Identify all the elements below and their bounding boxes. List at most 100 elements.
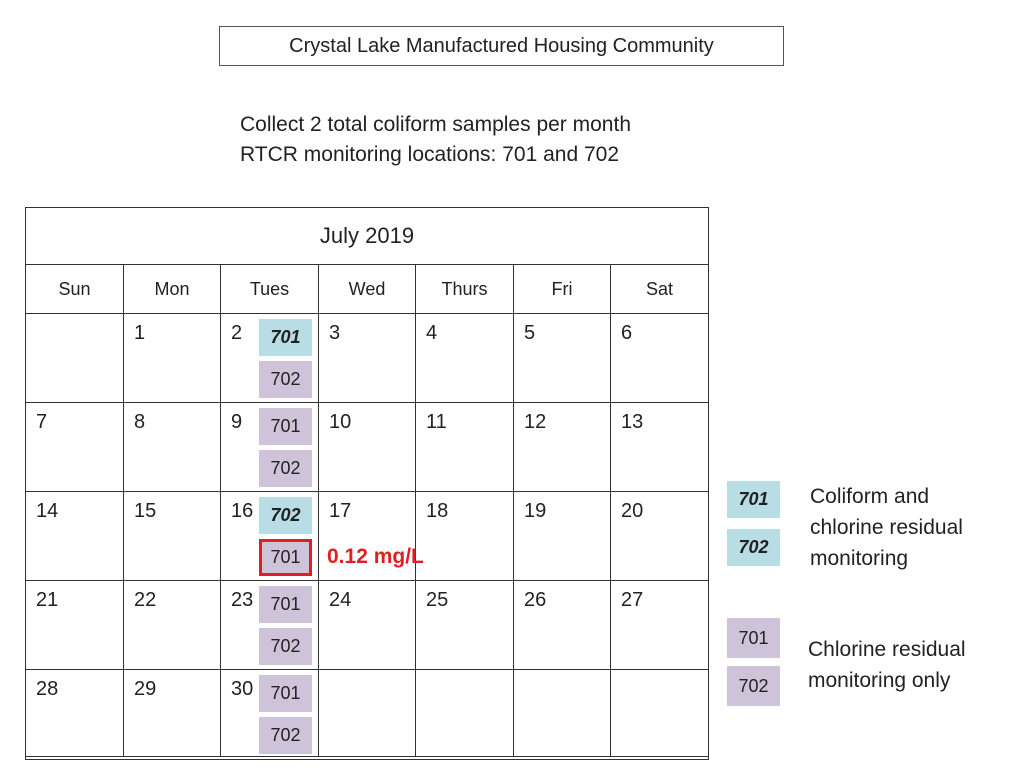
- sample-tag-701: 701: [259, 586, 312, 623]
- day-number: 16: [231, 500, 254, 522]
- sample-tag-701: 701: [259, 539, 312, 576]
- legend-coliform-line-3: monitoring: [810, 547, 909, 570]
- day-number: 6: [621, 322, 633, 344]
- day-cell[interactable]: 14: [26, 492, 124, 581]
- day-number: 2: [231, 322, 243, 344]
- day-number: 18: [426, 500, 449, 522]
- sample-tag-702: 702: [259, 361, 312, 398]
- day-number: 28: [36, 678, 59, 700]
- day-cell[interactable]: 1: [124, 314, 221, 403]
- day-number: 7: [36, 411, 48, 433]
- day-number: 19: [524, 500, 547, 522]
- day-number: 21: [36, 589, 59, 611]
- day-cell[interactable]: 25: [416, 581, 514, 670]
- page-title: Crystal Lake Manufactured Housing Commun…: [219, 26, 784, 66]
- legend-coliform-tag-702: 702: [727, 529, 780, 566]
- day-number: 22: [134, 589, 157, 611]
- day-cell[interactable]: 27: [611, 581, 709, 670]
- day-number: 3: [329, 322, 341, 344]
- legend-coliform-line-1: Coliform and: [810, 485, 930, 508]
- day-cell[interactable]: 5: [514, 314, 611, 403]
- day-number: 5: [524, 322, 536, 344]
- day-number: 9: [231, 411, 243, 433]
- day-cell[interactable]: 11: [416, 403, 514, 492]
- day-cell[interactable]: 10: [319, 403, 416, 492]
- day-number: 15: [134, 500, 157, 522]
- day-cell[interactable]: 13: [611, 403, 709, 492]
- day-number: 25: [426, 589, 449, 611]
- day-number: 27: [621, 589, 644, 611]
- sample-tag-702: 702: [259, 450, 312, 487]
- day-number: 13: [621, 411, 644, 433]
- sample-tag-702: 702: [259, 497, 312, 534]
- day-cell[interactable]: [26, 314, 124, 403]
- day-cell[interactable]: 23: [221, 581, 319, 670]
- day-cell[interactable]: [514, 670, 611, 757]
- info-line-1: Collect 2 total coliform samples per mon…: [240, 113, 631, 136]
- day-number: 4: [426, 322, 438, 344]
- day-cell[interactable]: 7: [26, 403, 124, 492]
- day-number: 26: [524, 589, 547, 611]
- day-number: 24: [329, 589, 352, 611]
- sample-tag-702: 702: [259, 628, 312, 665]
- day-cell[interactable]: 26: [514, 581, 611, 670]
- day-header: Sun: [26, 265, 124, 314]
- legend-chlorine-label: Chlorine residual monitoring only: [808, 634, 966, 696]
- legend-coliform-label: Coliform and chlorine residual monitorin…: [810, 481, 963, 574]
- day-cell[interactable]: 16: [221, 492, 319, 581]
- sample-tag-702: 702: [259, 717, 312, 754]
- day-cell[interactable]: 6: [611, 314, 709, 403]
- day-cell[interactable]: 9: [221, 403, 319, 492]
- day-cell[interactable]: 29: [124, 670, 221, 757]
- info-line-2: RTCR monitoring locations: 701 and 702: [240, 143, 619, 166]
- day-cell[interactable]: 28: [26, 670, 124, 757]
- day-cell[interactable]: 19: [514, 492, 611, 581]
- sample-tag-701: 701: [259, 675, 312, 712]
- day-cell[interactable]: 17: [319, 492, 416, 581]
- legend-chlorine-tag-702: 702: [727, 666, 780, 706]
- calendar: July 2019 Sun Mon Tues Wed Thurs Fri Sat 1 2 3 4 5 6…: [25, 207, 709, 760]
- day-cell[interactable]: [611, 670, 709, 757]
- day-cell[interactable]: 30: [221, 670, 319, 757]
- day-cell[interactable]: 4: [416, 314, 514, 403]
- day-cell[interactable]: 2: [221, 314, 319, 403]
- day-header: Thurs: [416, 265, 514, 314]
- day-number: 10: [329, 411, 352, 433]
- day-number: 8: [134, 411, 146, 433]
- day-cell[interactable]: 8: [124, 403, 221, 492]
- day-header: Sat: [611, 265, 709, 314]
- day-number: 12: [524, 411, 547, 433]
- day-number: 20: [621, 500, 644, 522]
- legend-chlorine-tag-701: 701: [727, 618, 780, 658]
- day-number: 29: [134, 678, 157, 700]
- day-header: Mon: [124, 265, 221, 314]
- day-cell[interactable]: 3: [319, 314, 416, 403]
- day-header: Wed: [319, 265, 416, 314]
- day-cell[interactable]: 22: [124, 581, 221, 670]
- day-cell[interactable]: 18: [416, 492, 514, 581]
- calendar-month-title: July 2019: [26, 208, 708, 265]
- flagged-reading: 0.12 mg/L: [327, 545, 424, 568]
- day-cell[interactable]: 12: [514, 403, 611, 492]
- day-cell[interactable]: [319, 670, 416, 757]
- day-cell[interactable]: 24: [319, 581, 416, 670]
- day-cell[interactable]: 15: [124, 492, 221, 581]
- day-number: 30: [231, 678, 254, 700]
- sample-tag-701: 701: [259, 408, 312, 445]
- day-number: 23: [231, 589, 254, 611]
- legend-coliform-line-2: chlorine residual: [810, 516, 963, 539]
- day-number: 11: [426, 411, 447, 433]
- day-header: Tues: [221, 265, 319, 314]
- monitoring-info: Collect 2 total coliform samples per mon…: [240, 110, 631, 170]
- legend-coliform-tag-701: 701: [727, 481, 780, 518]
- day-number: 14: [36, 500, 59, 522]
- day-cell[interactable]: [416, 670, 514, 757]
- day-number: 1: [134, 322, 146, 344]
- day-number: 17: [329, 500, 352, 522]
- day-cell[interactable]: 20: [611, 492, 709, 581]
- day-cell[interactable]: 21: [26, 581, 124, 670]
- day-header: Fri: [514, 265, 611, 314]
- legend-chlorine-line-1: Chlorine residual: [808, 638, 966, 661]
- legend-chlorine-line-2: monitoring only: [808, 669, 951, 692]
- sample-tag-701: 701: [259, 319, 312, 356]
